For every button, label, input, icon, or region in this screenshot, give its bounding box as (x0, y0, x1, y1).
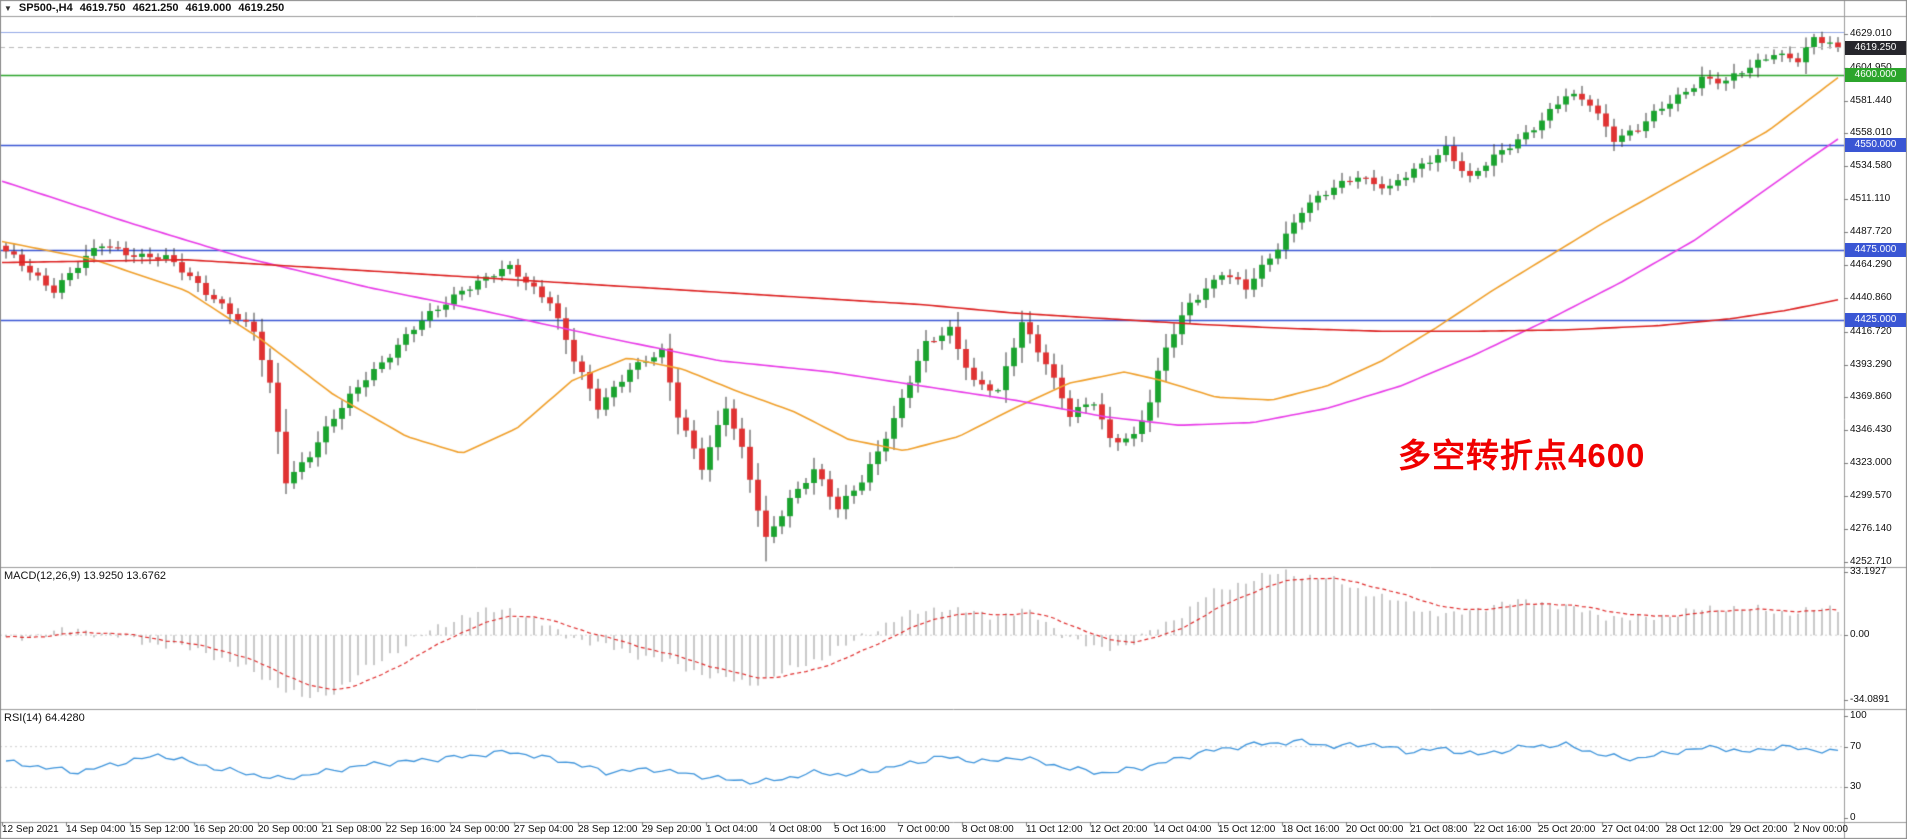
time-axis-label: 15 Oct 12:00 (1218, 824, 1276, 835)
price-tick-label: 4346.430 (1850, 424, 1892, 436)
price-level-badge: 4550.000 (1845, 137, 1906, 152)
time-axis-label: 20 Oct 00:00 (1346, 824, 1404, 835)
symbol-info-bar: ▼ SP500-,H4 4619.750 4621.250 4619.000 4… (4, 2, 284, 14)
ohlc-high-value: 4621.250 (132, 2, 179, 14)
ohlc-open-value: 4619.750 (79, 2, 126, 14)
time-axis-label: 4 Oct 08:00 (770, 824, 822, 835)
price-tick-label: 4299.570 (1850, 490, 1892, 502)
price-tick-label: 4369.860 (1850, 391, 1892, 403)
time-axis-label: 24 Sep 00:00 (450, 824, 510, 835)
time-axis-label: 25 Oct 20:00 (1538, 824, 1596, 835)
time-axis-label: 11 Oct 12:00 (1026, 824, 1083, 835)
price-tick-label: 4323.000 (1850, 457, 1892, 469)
price-tick-label: 4464.290 (1850, 258, 1892, 270)
time-axis-label: 29 Oct 20:00 (1730, 824, 1788, 835)
price-tick-label: 4393.290 (1850, 358, 1892, 370)
time-axis-label: 1 Oct 04:00 (706, 824, 758, 835)
macd-tick-label: 0.00 (1850, 629, 1870, 641)
collapse-arrow-icon[interactable]: ▼ (4, 3, 12, 13)
time-axis-label: 14 Sep 04:00 (66, 824, 126, 835)
time-axis-label: 27 Sep 04:00 (514, 824, 574, 835)
price-tick-label: 4629.010 (1850, 27, 1892, 39)
time-axis-label: 28 Oct 12:00 (1666, 824, 1724, 835)
time-axis-label: 2 Nov 00:00 (1794, 824, 1848, 835)
rsi-tick-label: 70 (1850, 740, 1862, 752)
time-axis-label: 28 Sep 12:00 (578, 824, 638, 835)
ohlc-close-value: 4619.250 (238, 2, 285, 14)
macd-tick-label: 33.1927 (1850, 566, 1887, 578)
price-tick-label: 4276.140 (1850, 522, 1892, 534)
time-axis-label: 18 Oct 16:00 (1282, 824, 1340, 835)
time-axis-label: 22 Sep 16:00 (386, 824, 446, 835)
time-axis-label: 16 Sep 20:00 (194, 824, 254, 835)
rsi-indicator-label: RSI(14) 64.4280 (4, 712, 85, 724)
price-tick-label: 4416.720 (1850, 325, 1892, 337)
chart-annotation-text[interactable]: 多空转折点4600 (1398, 437, 1646, 474)
time-axis-label: 14 Oct 04:00 (1154, 824, 1212, 835)
rsi-tick-label: 100 (1850, 710, 1867, 722)
symbol-period-label: SP500-,H4 (18, 2, 73, 14)
time-axis-label: 29 Sep 20:00 (642, 824, 702, 835)
time-axis-label: 20 Sep 00:00 (258, 824, 318, 835)
time-axis-label: 22 Oct 16:00 (1474, 824, 1532, 835)
time-axis-label: 21 Sep 08:00 (322, 824, 382, 835)
price-level-badge: 4600.000 (1845, 67, 1906, 82)
rsi-tick-label: 30 (1850, 781, 1862, 793)
price-tick-label: 4558.010 (1850, 127, 1892, 139)
price-tick-label: 4252.710 (1850, 555, 1892, 567)
time-axis-label: 27 Oct 04:00 (1602, 824, 1660, 835)
time-axis-label: 21 Oct 08:00 (1410, 824, 1468, 835)
price-level-badge: 4425.000 (1845, 313, 1906, 328)
time-axis-label: 15 Sep 12:00 (130, 824, 190, 835)
price-tick-label: 4487.720 (1850, 226, 1892, 238)
rsi-tick-label: 0 (1850, 811, 1856, 823)
price-tick-label: 4511.110 (1850, 193, 1891, 205)
ohlc-low-value: 4619.000 (185, 2, 232, 14)
time-axis-label: 8 Oct 08:00 (962, 824, 1014, 835)
time-axis-label: 12 Oct 20:00 (1090, 824, 1148, 835)
price-tick-label: 4604.950 (1850, 62, 1892, 73)
time-axis-label: 12 Sep 2021 (2, 824, 59, 835)
time-axis-label: 5 Oct 16:00 (834, 824, 886, 835)
price-level-badge: 4475.000 (1845, 242, 1906, 257)
time-axis-label: 7 Oct 00:00 (898, 824, 950, 835)
price-level-badge: 4619.250 (1845, 40, 1906, 55)
price-tick-label: 4440.860 (1850, 291, 1892, 303)
macd-indicator-label: MACD(12,26,9) 13.9250 13.6762 (4, 570, 167, 582)
macd-tick-label: -34.0891 (1850, 693, 1890, 705)
price-tick-label: 4534.580 (1850, 160, 1892, 172)
price-tick-label: 4581.440 (1850, 94, 1892, 106)
